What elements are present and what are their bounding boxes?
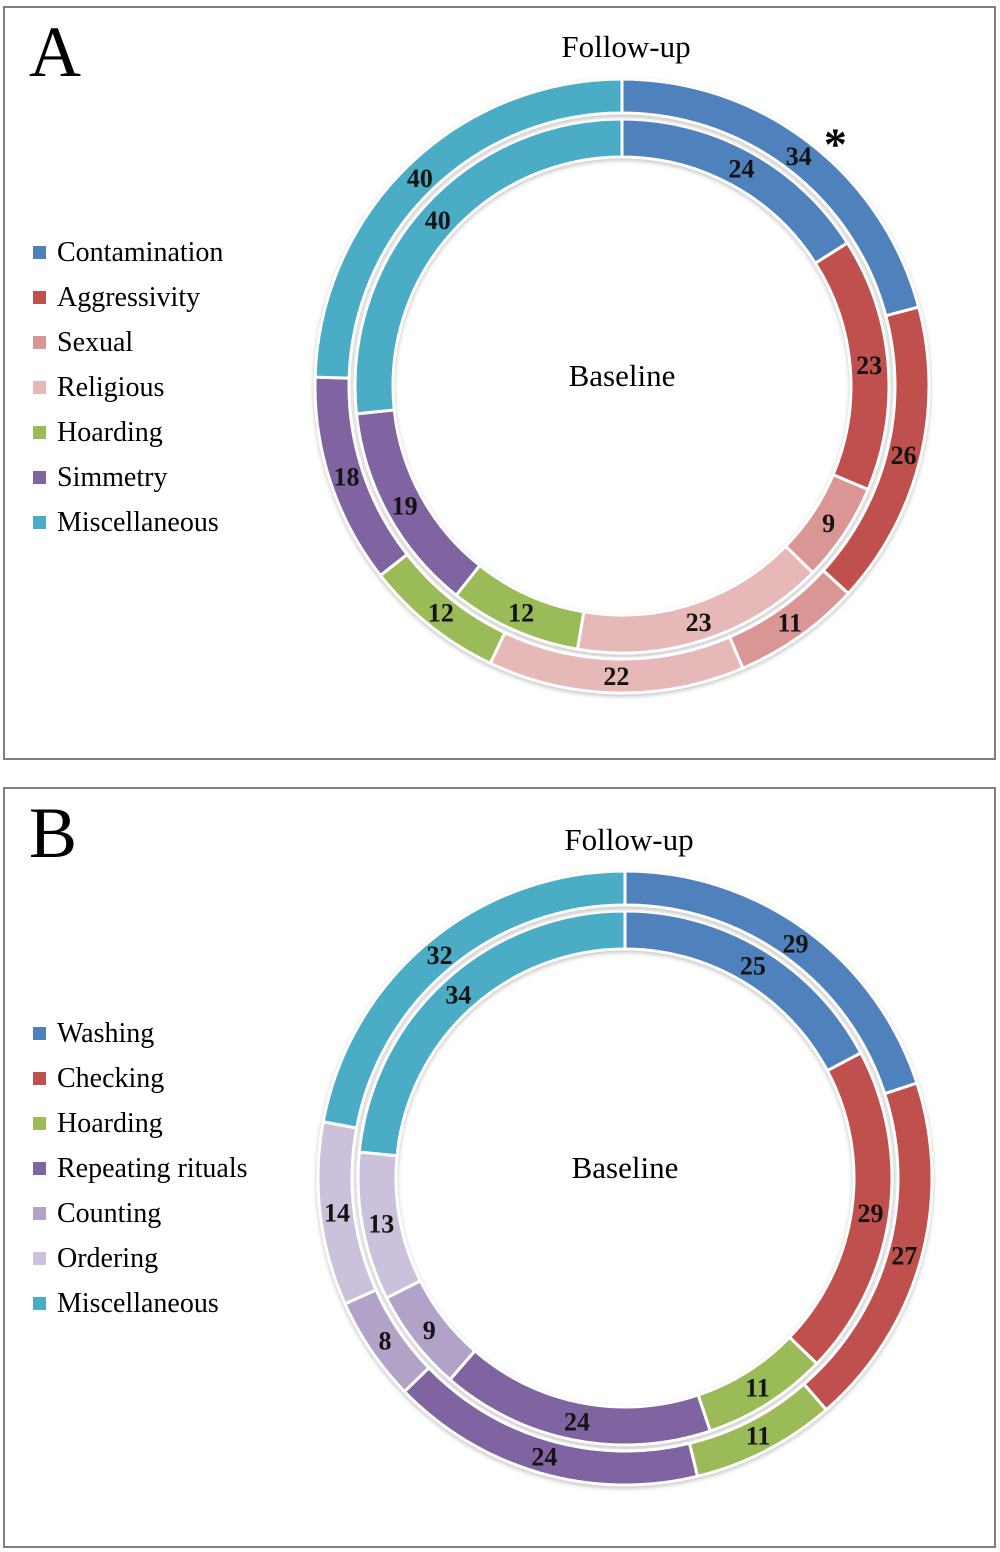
segment-value-label: 29 [782,929,808,958]
segment-value-label: 40 [407,164,433,193]
panel-b-baseline-label: Baseline [571,1150,679,1185]
inner-ring-baseline [356,909,894,1447]
legend-label: Repeating rituals [57,1152,248,1184]
outer-segment-miscellaneous [321,869,627,1130]
legend-label: Religious [57,371,165,403]
legend-item-aggressivity: Aggressivity [33,275,223,320]
legend-item-simmetry: Simmetry [33,455,223,500]
segment-value-label: 19 [392,491,418,520]
panel-a-follow-up-title: Follow-up [561,29,691,64]
outer-segment-miscellaneous [313,77,624,380]
outer-ring-follow-up [316,869,934,1487]
legend-label: Ordering [57,1242,159,1274]
segment-value-label: 14 [324,1198,350,1227]
inner-segment-miscellaneous [357,909,627,1158]
legend-label: Miscellaneous [57,506,219,538]
legend-swatch [33,516,46,529]
segment-value-label: 8 [378,1327,391,1356]
segment-value-label: 11 [745,1374,770,1403]
legend-item-miscellaneous: Miscellaneous [33,500,223,545]
legend-label: Aggressivity [57,281,201,313]
panel-a-letter: A [29,12,81,92]
legend-label: Checking [57,1062,165,1094]
legend-label: Washing [57,1017,155,1049]
segment-value-label: 24 [564,1407,590,1436]
outer-ring-follow-up [313,77,931,695]
legend-swatch [33,1297,46,1310]
panel-a-baseline-label: Baseline [568,358,676,393]
inner-ring-baseline [353,117,891,655]
legend-label: Sexual [57,326,134,358]
segment-value-label: 23 [856,351,882,380]
legend-swatch [33,1207,46,1220]
legend-item-miscellaneous: Miscellaneous [33,1281,248,1326]
legend-item-hoarding: Hoarding [33,1101,248,1146]
legend-label: Miscellaneous [57,1287,219,1319]
legend-item-counting: Counting [33,1191,248,1236]
segment-value-label: 18 [334,463,360,492]
panel-a-donut-chart: 24 23 9 23 12 19 40 34 26 11 22 12 18 40 * [313,77,931,695]
inner-segment-miscellaneous [353,117,624,416]
legend-swatch [33,291,46,304]
segment-value-label: 40 [425,206,451,235]
legend-item-sexual: Sexual [33,320,223,365]
segment-value-label: 34 [786,142,812,171]
segment-value-label: 26 [891,441,917,470]
segment-value-label: 24 [531,1443,557,1472]
segment-value-label: 34 [445,980,471,1009]
legend-item-contamination: Contamination [33,230,223,275]
significance-asterisk: * [824,119,847,170]
segment-value-label: 12 [428,598,454,627]
legend-swatch [33,1117,46,1130]
panel-b-legend: Washing Checking Hoarding Repeating rituals… [33,1011,248,1326]
legend-item-checking: Checking [33,1056,248,1101]
legend-item-hoarding: Hoarding [33,410,223,455]
legend-swatch [33,381,46,394]
panel-b-follow-up-title: Follow-up [564,822,694,857]
segment-value-label: 9 [423,1316,436,1345]
panel-a-legend: Contamination Aggressivity Sexual Religious… [33,230,223,545]
legend-item-ordering: Ordering [33,1236,248,1281]
legend-swatch [33,336,46,349]
legend-label: Hoarding [57,1107,163,1139]
segment-value-label: 12 [508,599,534,628]
panel-b-letter: B [29,793,78,873]
legend-swatch [33,1027,46,1040]
legend-swatch [33,426,46,439]
segment-value-label: 24 [728,155,754,184]
legend-label: Contamination [57,236,224,268]
segment-value-label: 11 [746,1422,771,1451]
segment-value-label: 9 [822,509,835,538]
segment-value-label: 25 [740,951,766,980]
segment-value-label: 29 [858,1199,884,1228]
legend-swatch [33,1072,46,1085]
segment-value-label: 27 [891,1242,917,1271]
legend-swatch [33,471,46,484]
panel-b: B Follow-up 25 29 11 24 9 13 34 29 27 11 24 8 14 32 B… [3,787,996,1548]
legend-item-religious: Religious [33,365,223,410]
segment-value-label: 23 [686,608,712,637]
legend-label: Hoarding [57,416,163,448]
segment-value-label: 13 [368,1209,394,1238]
legend-swatch [33,1252,46,1265]
legend-label: Simmetry [57,461,168,493]
legend-item-repeating-rituals: Repeating rituals [33,1146,248,1191]
legend-label: Counting [57,1197,162,1229]
legend-item-washing: Washing [33,1011,248,1056]
legend-swatch [33,1162,46,1175]
segment-value-label: 22 [603,662,629,691]
segment-value-label: 11 [777,609,802,638]
segment-value-label: 32 [427,941,453,970]
legend-swatch [33,246,46,259]
panel-a: A Follow-up 24 23 9 23 12 19 40 34 26 11 22 12 18 40 *… [3,6,996,760]
